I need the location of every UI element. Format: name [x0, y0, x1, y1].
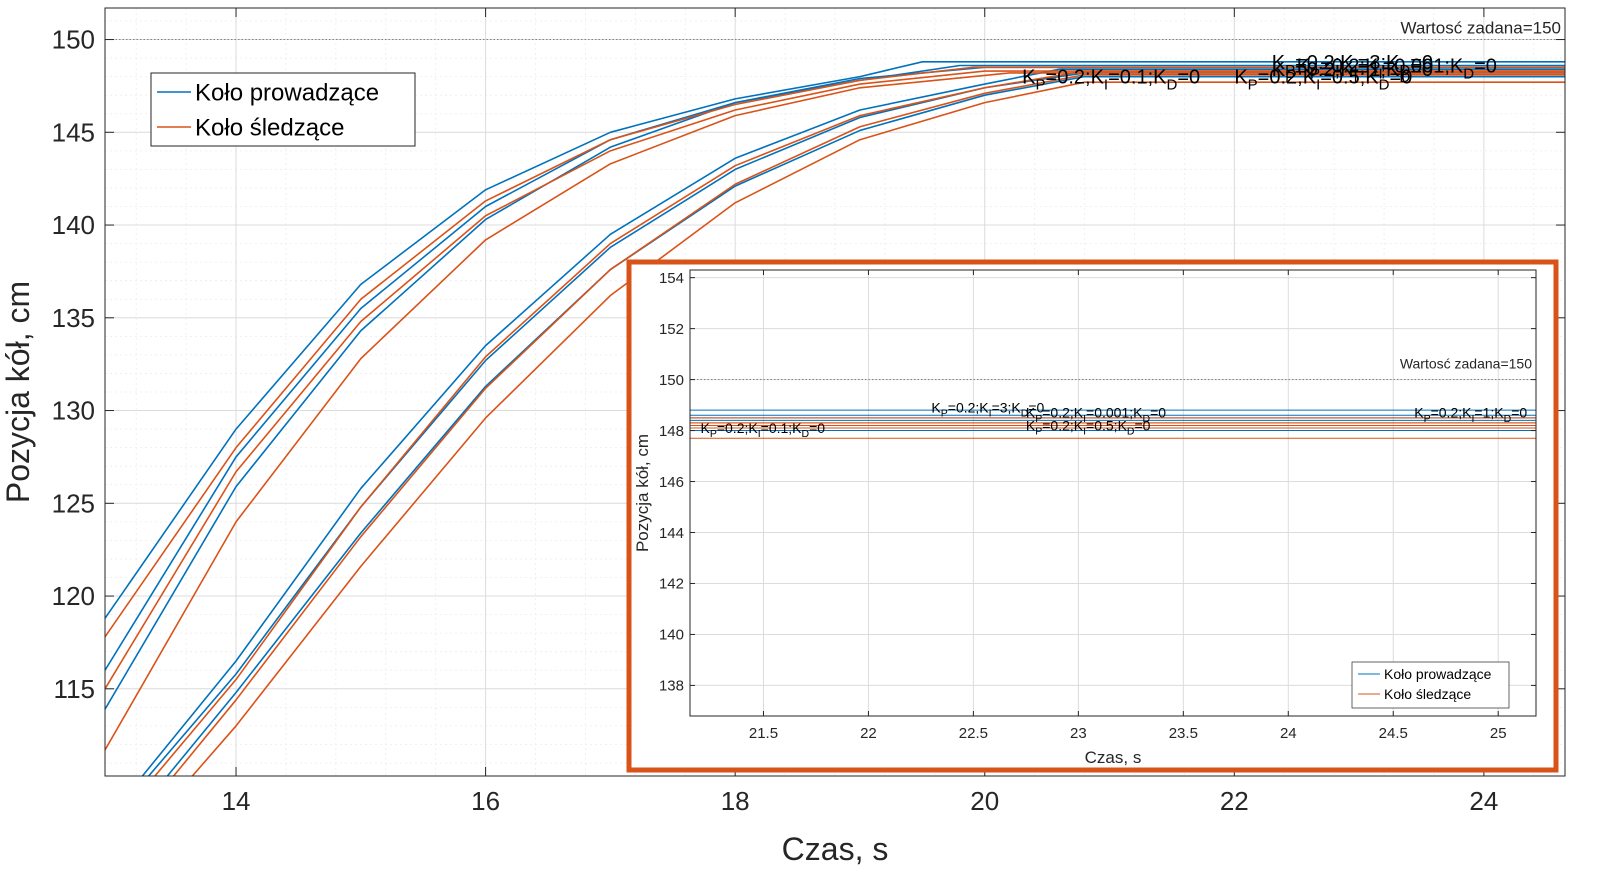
- legend-label: Koło śledzące: [195, 114, 344, 141]
- legend-box: [150, 72, 416, 147]
- major-grid: [690, 270, 1536, 716]
- data-label-1: KP=0.2;KI=3;KD=0: [931, 400, 1044, 420]
- y-axis-title: Pozycja kół, cm: [0, 281, 36, 503]
- data-label-2: KP=0.2;KI=0.001;KD=0: [1026, 405, 1166, 425]
- y-tick-label: 142: [659, 576, 684, 593]
- x-tick-label: 14: [222, 786, 251, 816]
- series-line-4: [141, 68, 1565, 776]
- x-tick-label: 23.5: [1169, 725, 1198, 742]
- x-tick-label: 22.5: [959, 725, 988, 742]
- legend-label: Koło prowadzące: [1384, 666, 1492, 682]
- y-tick-label: 152: [659, 321, 684, 338]
- series-line-8: [105, 70, 1565, 690]
- reference-label: Wartosć zadana=150: [1401, 19, 1562, 38]
- series-group: [105, 60, 1565, 776]
- x-tick-label: 22: [1220, 786, 1249, 816]
- x-tick-label: 16: [471, 786, 500, 816]
- series-line-11: [173, 73, 1565, 776]
- axes-frame: [689, 269, 1537, 717]
- y-tick-label: 145: [52, 117, 95, 147]
- series-line-1: [105, 60, 1565, 619]
- data-label-5: KP=0.2;KI=0.5;KD=0: [1234, 67, 1412, 94]
- y-tick-label: 135: [52, 303, 95, 333]
- y-tick-label: 148: [659, 423, 684, 440]
- y-tick-label: 140: [659, 627, 684, 644]
- x-tick-label: 24: [1469, 786, 1498, 816]
- y-tick-label: 138: [659, 678, 684, 695]
- axes-frame: [104, 7, 1566, 777]
- inset-chart: Wartosć zadana=150KP=0.2;KI=3;KD=0KP=0.2…: [633, 269, 1537, 767]
- series-line-9: [105, 72, 1565, 751]
- y-tick-label: 150: [659, 372, 684, 389]
- data-label-4: KP=0.2;KI=0.1;KD=0: [1022, 67, 1200, 94]
- y-tick-label: 150: [52, 25, 95, 55]
- data-label-3: KP=0.2;KI=1;KD=0: [1414, 405, 1527, 425]
- legend-box: [1351, 661, 1510, 709]
- y-tick-label: 144: [659, 525, 684, 542]
- y-tick-label: 115: [54, 674, 95, 704]
- data-label-4: KP=0.2;KI=0.1;KD=0: [700, 420, 825, 440]
- x-tick-label: 25: [1490, 725, 1507, 742]
- legend: Koło prowadzące Koło śledzące: [150, 72, 416, 147]
- x-tick-label: 22: [860, 725, 877, 742]
- y-axis-title: Pozycja kół, cm: [633, 434, 652, 552]
- data-label-1: KP=0.2;KI=3;KD=0: [1272, 52, 1433, 79]
- legend-label: Koło śledzące: [1384, 686, 1471, 702]
- data-label-3: KP=0.2;KI=1;KD=0: [1272, 59, 1433, 86]
- y-tick-label: 125: [52, 488, 95, 518]
- x-axis-title: Czas, s: [1085, 748, 1142, 767]
- plot-area: [690, 270, 1536, 716]
- x-tick-label: 24: [1280, 725, 1297, 742]
- x-axis-title: Czas, s: [782, 831, 889, 867]
- y-tick-label: 140: [52, 210, 95, 240]
- legend: Koło prowadzące Koło śledzące: [1351, 661, 1510, 709]
- data-label-5: KP=0.2;KI=0.5;KD=0: [1026, 417, 1151, 437]
- legend-label: Koło prowadzące: [195, 79, 379, 106]
- series-line-10: [154, 70, 1565, 776]
- series-line-7: [105, 66, 1565, 638]
- y-tick-label: 130: [52, 396, 95, 426]
- x-tick-label: 18: [721, 786, 750, 816]
- data-label-2: KP=0.2;KI=0.001;KD=0: [1297, 56, 1497, 83]
- series-line-12: [191, 81, 1565, 776]
- x-tick-label: 20: [970, 786, 999, 816]
- x-tick-label: 21.5: [749, 725, 778, 742]
- x-tick-label: 23: [1070, 725, 1087, 742]
- y-tick-label: 120: [52, 581, 95, 611]
- x-tick-label: 24.5: [1379, 725, 1408, 742]
- reference-label: Wartosć zadana=150: [1400, 356, 1532, 372]
- series-group: [690, 409, 1536, 439]
- y-tick-label: 154: [659, 270, 684, 287]
- y-tick-label: 146: [659, 474, 684, 491]
- series-line-5: [148, 72, 1565, 776]
